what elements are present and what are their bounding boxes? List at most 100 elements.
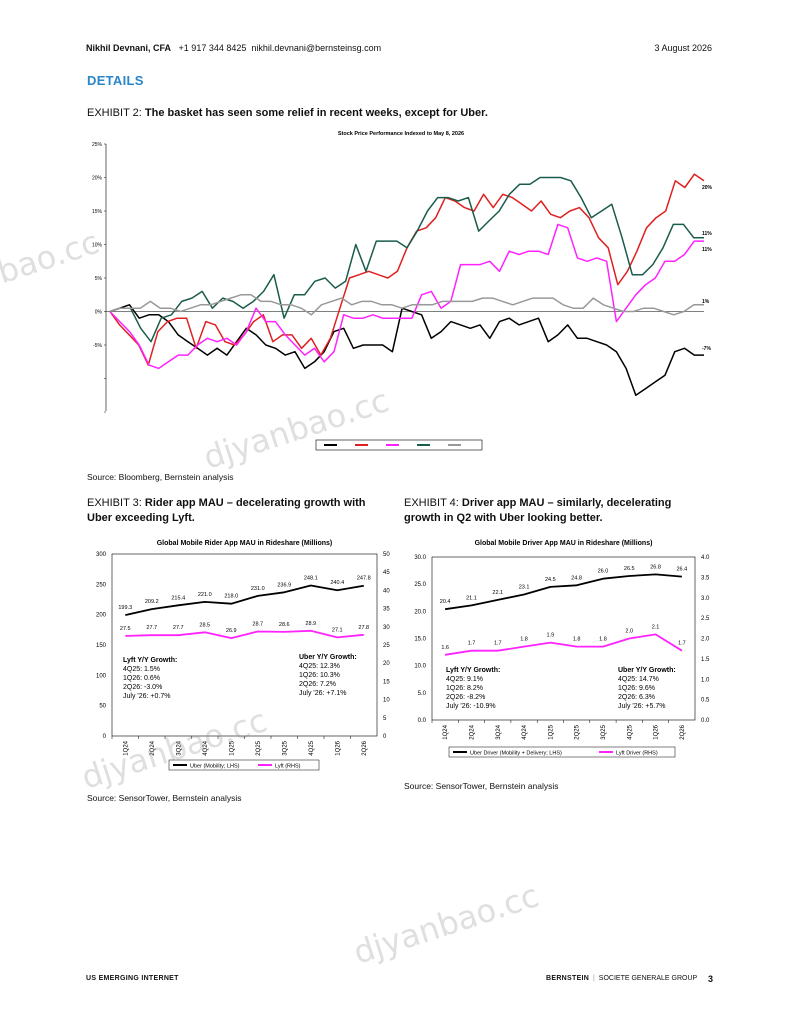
series-line bbox=[109, 294, 704, 316]
data-label: 23.1 bbox=[519, 584, 530, 590]
y-tick-label: 25.0 bbox=[414, 582, 426, 588]
data-label: 28.5 bbox=[199, 622, 210, 628]
brand-logo: BERNSTEIN bbox=[546, 975, 590, 982]
y-tick-label: 300 bbox=[96, 552, 107, 558]
series-line bbox=[109, 223, 704, 370]
end-value-label: 1% bbox=[702, 299, 710, 305]
page-number: 3 bbox=[708, 974, 714, 984]
x-tick-label: 3Q24 bbox=[176, 740, 182, 755]
y2-tick-label: 10 bbox=[383, 698, 390, 704]
uber-growth-line: 4Q25: 12.3% bbox=[299, 663, 340, 670]
uber-growth-title: Uber Y/Y Growth: bbox=[299, 654, 357, 661]
y-tick-label: 100 bbox=[96, 673, 107, 679]
exhibit3-label: EXHIBIT 3: bbox=[87, 497, 142, 509]
author-name: Nikhil Devnani, CFA bbox=[86, 43, 172, 53]
y2-tick-label: 5 bbox=[383, 716, 387, 722]
legend-label: Lyft Driver (RHS) bbox=[616, 750, 658, 756]
uber-growth-line: 4Q25: 14.7% bbox=[618, 676, 659, 683]
y-tick-label: 20.0 bbox=[414, 609, 426, 615]
data-label: 1.8 bbox=[599, 637, 607, 643]
footer-section-name: US EMERGING INTERNET bbox=[86, 975, 179, 982]
lyft-growth-line: 4Q25: 9.1% bbox=[446, 676, 483, 683]
exhibit3-source: Source: SensorTower, Bernstein analysis bbox=[87, 793, 242, 803]
lyft-growth-title: Lyft Y/Y Growth: bbox=[446, 667, 500, 674]
data-label: 27.7 bbox=[146, 625, 157, 631]
uber-growth-line: July '26: +5.7% bbox=[618, 703, 665, 710]
series-line bbox=[444, 573, 682, 611]
author-phone: +1 917 344 8425 bbox=[178, 43, 247, 53]
y-tick-label: 50 bbox=[99, 704, 106, 710]
chart-title: Global Mobile Rider App MAU in Rideshare… bbox=[157, 540, 333, 547]
y2-tick-label: 4.0 bbox=[701, 555, 710, 561]
data-label: 236.9 bbox=[277, 582, 291, 588]
data-label: 27.7 bbox=[173, 625, 184, 631]
x-tick-label: 2Q25 bbox=[575, 724, 581, 739]
exhibit2-source: Source: Bloomberg, Bernstein analysis bbox=[87, 472, 234, 482]
y2-tick-label: 25 bbox=[383, 643, 390, 649]
end-value-label: 11% bbox=[702, 231, 712, 237]
series-line bbox=[109, 173, 705, 366]
data-label: 20.4 bbox=[440, 599, 451, 605]
data-label: 26.9 bbox=[226, 628, 237, 634]
footer-brand: BERNSTEIN | SOCIETE GENERALE GROUP bbox=[546, 975, 698, 982]
data-label: 247.8 bbox=[357, 576, 371, 582]
exhibit4-title-line1: Driver app MAU – similarly, decelerating bbox=[461, 497, 672, 509]
data-label: 218.0 bbox=[224, 594, 238, 600]
data-label: 26.8 bbox=[650, 564, 661, 570]
y2-tick-label: 0.5 bbox=[701, 698, 710, 704]
y2-tick-label: 3.5 bbox=[701, 575, 710, 581]
lyft-growth-line: 1Q26: 0.6% bbox=[123, 675, 160, 682]
legend-label: Uber Driver (Mobility + Delivery; LHS) bbox=[470, 750, 562, 756]
legend-label: Uber (Mobility; LHS) bbox=[190, 763, 240, 769]
exhibit2-heading: EXHIBIT 2: The basket has seen some reli… bbox=[87, 106, 488, 121]
data-label: 1.7 bbox=[678, 641, 686, 647]
uber-growth-line: 2Q26: 6.3% bbox=[618, 694, 655, 701]
x-tick-label: 2Q25 bbox=[256, 740, 262, 755]
x-tick-label: 1Q26 bbox=[654, 724, 660, 739]
y-tick-label: 0.0 bbox=[418, 718, 427, 724]
rider-mau-chart: Global Mobile Rider App MAU in Rideshare… bbox=[96, 540, 390, 771]
exhibit4-label: EXHIBIT 4: bbox=[404, 497, 459, 509]
driver-mau-chart: Global Mobile Driver App MAU in Rideshar… bbox=[414, 540, 710, 758]
end-value-label: -7% bbox=[702, 346, 711, 352]
y2-tick-label: 45 bbox=[383, 570, 390, 576]
y-tick-label: 20% bbox=[92, 175, 103, 181]
author-email[interactable]: nikhil.devnani@bernsteinsg.com bbox=[251, 43, 382, 53]
uber-growth-line: 2Q26: 7.2% bbox=[299, 681, 336, 688]
x-tick-label: 2Q26 bbox=[362, 740, 368, 755]
data-label: 28.6 bbox=[279, 622, 290, 628]
data-label: 26.0 bbox=[598, 569, 609, 575]
y-tick-label: 5.0 bbox=[418, 691, 427, 697]
x-tick-label: 1Q24 bbox=[123, 740, 129, 755]
lyft-growth-line: 1Q26: 8.2% bbox=[446, 685, 483, 692]
x-tick-label: 3Q25 bbox=[601, 724, 607, 739]
series-line bbox=[125, 584, 364, 616]
legend-box bbox=[448, 746, 676, 758]
y2-tick-label: 3.0 bbox=[701, 596, 710, 602]
y-tick-label: 15% bbox=[92, 209, 103, 215]
x-tick-label: 1Q25 bbox=[548, 724, 554, 739]
series-line bbox=[109, 176, 704, 343]
lyft-growth-line: 2Q26: -8.2% bbox=[446, 694, 485, 701]
data-label: 28.7 bbox=[252, 622, 263, 628]
x-tick-label: 1Q25 bbox=[229, 740, 235, 755]
exhibit3-title-line2: Uber exceeding Lyft. bbox=[87, 512, 195, 524]
data-label: 1.7 bbox=[468, 641, 476, 647]
y2-tick-label: 40 bbox=[383, 588, 390, 594]
y-tick-label: 30.0 bbox=[414, 555, 426, 561]
data-label: 24.5 bbox=[545, 577, 556, 583]
data-label: 1.7 bbox=[494, 641, 502, 647]
y2-tick-label: 20 bbox=[383, 661, 390, 667]
y-tick-label: 0% bbox=[95, 309, 103, 315]
legend-label: Lyft (RHS) bbox=[275, 763, 301, 769]
x-tick-label: 2Q26 bbox=[680, 724, 686, 739]
data-label: 248.1 bbox=[304, 575, 318, 581]
report-header: Nikhil Devnani, CFA +1 917 344 8425 nikh… bbox=[86, 43, 381, 53]
y-tick-label: 25% bbox=[92, 142, 103, 148]
lyft-growth-line: July '26: +0.7% bbox=[123, 693, 170, 700]
data-label: 2.1 bbox=[652, 624, 660, 630]
x-tick-label: 4Q24 bbox=[203, 740, 209, 755]
x-tick-label: 1Q26 bbox=[335, 740, 341, 755]
series-line bbox=[125, 629, 364, 639]
legend-box bbox=[168, 759, 320, 771]
